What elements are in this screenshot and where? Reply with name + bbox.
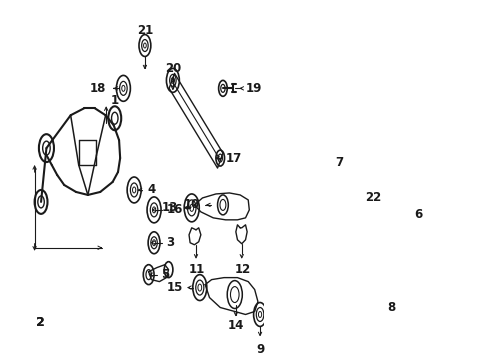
Text: 2: 2 <box>36 316 44 329</box>
Text: 12: 12 <box>234 263 250 276</box>
Text: 19: 19 <box>245 82 262 95</box>
Text: 11: 11 <box>188 263 205 276</box>
Text: 10: 10 <box>183 198 200 211</box>
Text: 14: 14 <box>227 319 244 332</box>
Text: 4: 4 <box>147 184 155 197</box>
Text: 5: 5 <box>161 268 169 281</box>
Text: 8: 8 <box>386 301 395 314</box>
Text: 15: 15 <box>166 281 182 294</box>
Text: 6: 6 <box>413 208 421 221</box>
Text: 16: 16 <box>166 203 183 216</box>
Text: 22: 22 <box>365 192 381 204</box>
Text: 2: 2 <box>36 316 44 329</box>
Text: 9: 9 <box>255 343 264 356</box>
Text: 1: 1 <box>111 94 119 107</box>
Text: 17: 17 <box>225 152 242 165</box>
Text: 3: 3 <box>166 236 174 249</box>
Text: 18: 18 <box>90 82 106 95</box>
Text: 13: 13 <box>162 201 178 215</box>
Text: 20: 20 <box>164 62 181 75</box>
Text: 21: 21 <box>137 24 153 37</box>
Text: 7: 7 <box>335 156 343 168</box>
